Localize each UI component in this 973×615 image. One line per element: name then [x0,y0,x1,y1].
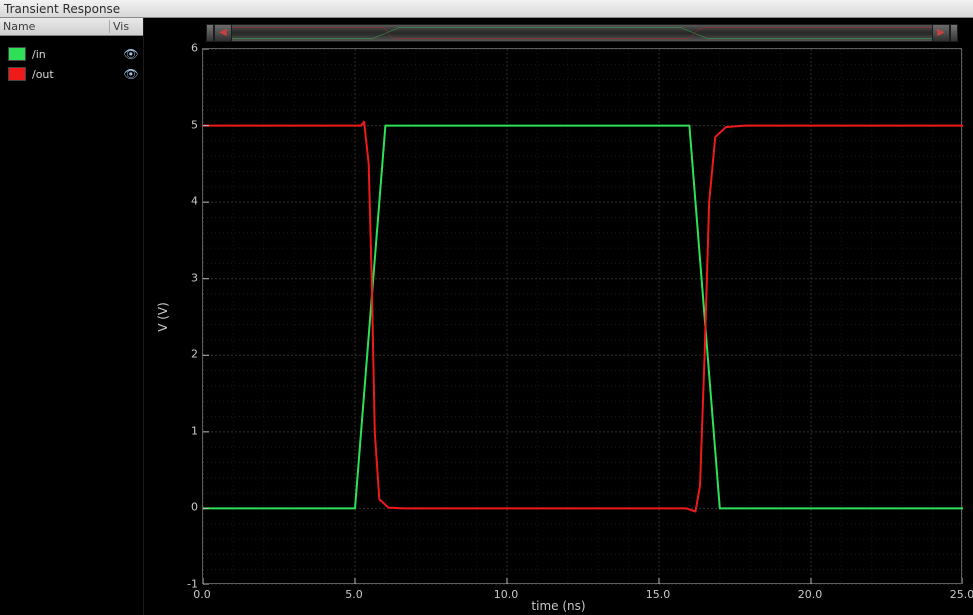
visibility-eye-icon[interactable]: 👁 [119,47,143,61]
overview-end-left[interactable] [206,24,214,42]
overview-track[interactable] [232,24,932,42]
x-tick-label: 25.0 [950,588,973,601]
y-tick-label: 2 [191,348,198,361]
plot-area[interactable] [202,48,962,584]
y-tick-label: 3 [191,271,198,284]
sidebar-header-vis[interactable]: Vis [110,20,143,33]
sidebar-header-name[interactable]: Name [0,20,110,33]
y-axis-label: V (V) [156,302,170,332]
plot-pane: V (V) time (ns) ◀ ▶ 0.05.010.015.020.025… [144,18,973,615]
overview-left-arrow[interactable]: ◀ [214,24,232,42]
triangle-left-icon: ◀ [219,28,227,38]
overview-right-arrow[interactable]: ▶ [932,24,950,42]
sidebar-header: Name Vis [0,18,143,36]
y-tick-label: 1 [191,424,198,437]
signal-swatch [8,67,26,81]
triangle-right-icon: ▶ [937,28,945,38]
y-tick-label: 5 [191,118,198,131]
window-title-bar: Transient Response [0,0,973,18]
signal-label: /in [26,48,119,61]
x-tick-label: 15.0 [646,588,671,601]
y-tick-label: 4 [191,195,198,208]
x-tick-label: 20.0 [798,588,823,601]
x-tick-label: 10.0 [494,588,519,601]
signal-swatch [8,47,26,61]
y-tick-label: 0 [191,501,198,514]
signal-list: /in👁/out👁 [0,36,143,84]
y-tick-label: -1 [187,578,198,591]
signal-label: /out [26,68,119,81]
overview-scrollbar[interactable]: ◀ ▶ [206,24,958,42]
visibility-eye-icon[interactable]: 👁 [119,67,143,81]
body: Name Vis /in👁/out👁 V (V) time (ns) ◀ ▶ 0… [0,18,973,615]
y-tick-label: 6 [191,42,198,55]
app-root: Transient Response Name Vis /in👁/out👁 V … [0,0,973,615]
window-title: Transient Response [4,2,120,16]
signal-row[interactable]: /in👁 [0,44,143,64]
overview-end-right[interactable] [950,24,958,42]
x-axis-label: time (ns) [531,599,585,613]
x-tick-label: 5.0 [345,588,363,601]
signal-row[interactable]: /out👁 [0,64,143,84]
signal-sidebar: Name Vis /in👁/out👁 [0,18,144,615]
